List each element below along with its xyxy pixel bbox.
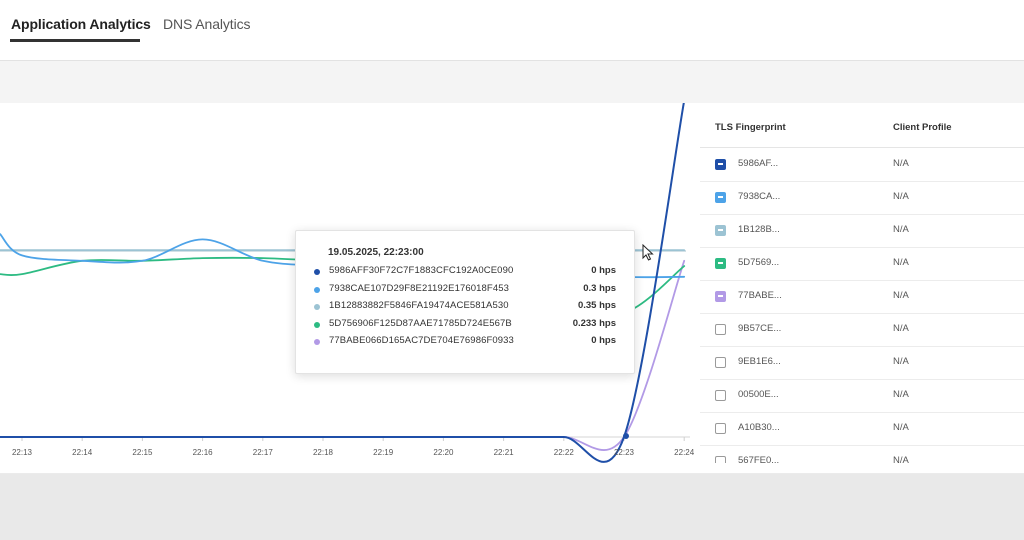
x-tick-label: 22:19 (373, 448, 394, 457)
x-tick-label: 22:16 (193, 448, 214, 457)
table-row[interactable]: 5986AF... N/A (700, 148, 1024, 182)
series-color-dot (314, 269, 320, 275)
x-tick-label: 22:24 (674, 448, 695, 457)
table-row[interactable]: 1B128B... N/A (700, 214, 1024, 248)
tls-fingerprint-cell: A10B30... (738, 422, 780, 433)
tooltip-timestamp: 19.05.2025, 22:23:00 (328, 247, 424, 258)
chart-tooltip: 19.05.2025, 22:23:00 5986AFF30F72C7F1883… (295, 230, 635, 374)
tls-fingerprint-cell: 1B128B... (738, 224, 780, 235)
series-color-dot (314, 286, 320, 293)
row-checkbox[interactable] (715, 456, 726, 463)
client-profile-cell: N/A (893, 389, 909, 400)
client-profile-cell: N/A (893, 356, 909, 367)
client-profile-cell: N/A (893, 290, 909, 301)
tab-application-analytics[interactable]: Application Analytics (11, 16, 151, 32)
filter-band (0, 61, 1024, 103)
series-color-dot (314, 321, 320, 328)
table-row[interactable]: 5D7569... N/A (700, 247, 1024, 281)
tooltip-row: 5986AFF30F72C7F1883CFC192A0CE090 0 hps (314, 265, 616, 279)
tooltip-series-name: 5986AFF30F72C7F1883CFC192A0CE090 (329, 265, 514, 276)
x-tick-label: 22:18 (313, 448, 334, 457)
series-color-dot (314, 304, 320, 310)
mouse-cursor-icon (642, 243, 654, 266)
table-row[interactable]: 9B57CE... N/A (700, 313, 1024, 347)
tooltip-series-name: 7938CAE107D29F8E21192E176018F453 (329, 282, 509, 294)
tooltip-series-value: 0.3 hps (583, 282, 616, 294)
tooltip-series-value: 0.35 hps (577, 300, 616, 311)
tooltip-row: 5D756906F125D87AAE71785D724E567B 0.233 hp… (314, 318, 616, 332)
client-profile-cell: N/A (893, 323, 909, 334)
tls-fingerprint-cell: 77BABE... (738, 290, 782, 301)
x-tick-label: 22:14 (72, 448, 93, 457)
analytics-tab-bar: Application Analytics DNS Analytics (0, 0, 1024, 61)
client-profile-cell: N/A (893, 257, 909, 268)
tls-fingerprint-cell: 567FE0... (738, 455, 780, 463)
tls-fingerprint-cell: 9EB1E6... (738, 356, 781, 367)
row-checkbox[interactable] (715, 324, 726, 335)
row-checkbox[interactable] (715, 390, 726, 401)
client-profile-cell: N/A (893, 158, 909, 169)
page-footer-area (0, 474, 1024, 540)
tooltip-row: 7938CAE107D29F8E21192E176018F453 0.3 hps (314, 283, 616, 297)
row-checkbox[interactable] (715, 159, 726, 170)
fingerprint-table: TLS Fingerprint Client Profile 5986AF...… (700, 103, 1024, 463)
tls-fingerprint-cell: 5986AF... (738, 158, 779, 169)
column-header-tls-fingerprint[interactable]: TLS Fingerprint (715, 122, 786, 133)
row-checkbox[interactable] (715, 225, 726, 236)
client-profile-cell: N/A (893, 455, 909, 463)
x-tick-label: 22:17 (253, 448, 274, 457)
series-line[interactable] (0, 103, 685, 463)
x-tick-label: 22:15 (132, 448, 153, 457)
table-row[interactable]: 7938CA... N/A (700, 181, 1024, 215)
table-header-divider (700, 147, 1024, 148)
series-color-dot (314, 339, 320, 345)
tls-fingerprint-cell: 9B57CE... (738, 323, 782, 334)
tls-fingerprint-cell: 00500E... (738, 389, 779, 400)
tls-fingerprint-cell: 5D7569... (738, 257, 780, 268)
tooltip-series-value: 0.233 hps (572, 317, 616, 329)
x-tick-label: 22:21 (494, 448, 515, 457)
client-profile-cell: N/A (893, 422, 909, 433)
row-checkbox[interactable] (715, 291, 726, 302)
tls-fingerprint-cell: 7938CA... (738, 191, 781, 202)
column-header-client-profile[interactable]: Client Profile (893, 122, 952, 133)
row-checkbox[interactable] (715, 423, 726, 434)
row-checkbox[interactable] (715, 258, 726, 269)
hover-point (623, 433, 629, 439)
x-tick-label: 22:23 (614, 448, 635, 457)
tooltip-row: 77BABE066D165AC7DE704E76986F0933 0 hps (314, 335, 616, 349)
tooltip-series-value: 0 hps (591, 335, 616, 346)
client-profile-cell: N/A (893, 224, 909, 235)
x-tick-label: 22:13 (12, 448, 33, 457)
table-row[interactable]: 9EB1E6... N/A (700, 346, 1024, 380)
row-checkbox[interactable] (715, 357, 726, 368)
table-row[interactable]: A10B30... N/A (700, 412, 1024, 446)
tooltip-series-value: 0 hps (591, 265, 616, 276)
table-row[interactable]: 77BABE... N/A (700, 280, 1024, 314)
tab-dns-analytics[interactable]: DNS Analytics (163, 16, 251, 32)
tooltip-row: 1B12883882F5846FA19474ACE581A530 0.35 hps (314, 300, 616, 314)
table-row[interactable]: 567FE0... N/A (700, 445, 1024, 463)
tooltip-series-name: 77BABE066D165AC7DE704E76986F0933 (329, 335, 514, 346)
x-tick-label: 22:22 (554, 448, 575, 457)
tooltip-series-name: 5D756906F125D87AAE71785D724E567B (329, 317, 512, 329)
active-tab-indicator (10, 39, 140, 42)
row-checkbox[interactable] (715, 192, 726, 203)
x-tick-label: 22:20 (433, 448, 454, 457)
tooltip-series-name: 1B12883882F5846FA19474ACE581A530 (329, 300, 509, 311)
client-profile-cell: N/A (893, 191, 909, 202)
table-row[interactable]: 00500E... N/A (700, 379, 1024, 413)
